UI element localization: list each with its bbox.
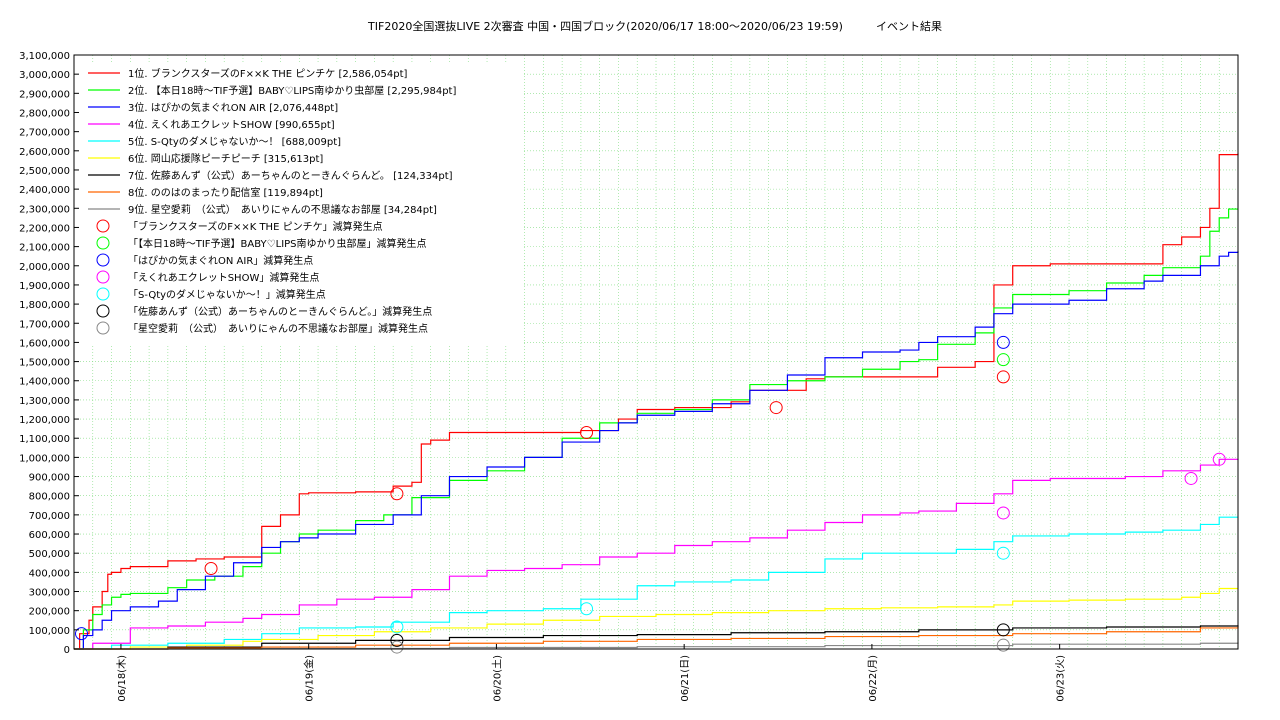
y-tick-label: 2,200,000 bbox=[19, 223, 70, 234]
legend-entry: 8位. ののはのまったり配信室 [119,894pt] bbox=[128, 186, 323, 199]
legend-entry: 3位. はぴかの気まぐれON AIR [2,076,448pt] bbox=[128, 101, 338, 114]
y-tick-label: 1,900,000 bbox=[19, 281, 70, 292]
x-tick-label: 06/21(日) bbox=[680, 655, 691, 702]
x-tick-label: 06/19(金) bbox=[303, 655, 316, 702]
legend-swatch-marker bbox=[96, 219, 110, 233]
x-tick-label: 06/23(火) bbox=[1055, 655, 1067, 702]
y-tick-label: 1,100,000 bbox=[19, 434, 70, 445]
marker-point-5 bbox=[390, 620, 404, 634]
y-tick-label: 2,300,000 bbox=[19, 204, 70, 215]
marker-point-1 bbox=[580, 425, 594, 439]
marker-point-3 bbox=[996, 335, 1010, 349]
y-tick-label: 1,500,000 bbox=[19, 358, 70, 369]
y-tick-label: 900,000 bbox=[29, 473, 70, 484]
y-tick-label: 300,000 bbox=[29, 588, 70, 599]
y-tick-label: 800,000 bbox=[29, 492, 70, 503]
legend-entry: 「佐藤あんず（公式）あーちゃんのとーきんぐらんど。」減算発生点 bbox=[128, 305, 432, 318]
x-tick-label: 06/22(月) bbox=[867, 655, 879, 702]
marker-point-4 bbox=[1212, 452, 1226, 466]
legend-entry: 「星空愛莉 （公式） あいりにゃんの不思議なお部屋」減算発生点 bbox=[128, 322, 428, 335]
series-line-7 bbox=[74, 625, 1239, 650]
marker-point-1 bbox=[204, 562, 218, 576]
marker-point-4 bbox=[996, 506, 1010, 520]
legend-swatch-marker bbox=[96, 270, 110, 284]
marker-point-6 bbox=[996, 623, 1010, 637]
legend-entry: 6位. 岡山応援隊ピーチピーチ [315,613pt] bbox=[128, 152, 323, 165]
marker-point-6 bbox=[390, 633, 404, 647]
plot-frame bbox=[73, 54, 1239, 650]
legend-entry: 2位. 【本日18時～TIF予選】BABY♡LIPS南ゆかり虫部屋 [2,295… bbox=[128, 84, 456, 97]
y-tick-label: 1,400,000 bbox=[19, 377, 70, 388]
y-tick-label: 1,200,000 bbox=[19, 415, 70, 426]
y-tick-label: 1,700,000 bbox=[19, 319, 70, 330]
y-tick-label: 2,900,000 bbox=[19, 89, 70, 100]
marker-layer bbox=[75, 335, 1226, 654]
y-tick-label: 500,000 bbox=[29, 549, 70, 560]
series-line-6 bbox=[74, 587, 1238, 650]
legend-entry: 7位. 佐藤あんず（公式）あーちゃんのとーきんぐらんど。 [124,334pt] bbox=[128, 169, 453, 182]
y-tick-label: 2,100,000 bbox=[19, 243, 70, 254]
series-line-8 bbox=[74, 626, 1239, 650]
series-layer bbox=[74, 153, 1239, 650]
y-tick-label: 2,700,000 bbox=[19, 128, 70, 139]
marker-point-2 bbox=[996, 353, 1010, 367]
marker-point-1 bbox=[996, 370, 1010, 384]
x-tick-label: 06/18(木) bbox=[116, 655, 128, 702]
legend-swatch-marker bbox=[96, 287, 110, 301]
axes: 0 100,000 200,000 300,000 400,000 500,000 600,… bbox=[19, 51, 1239, 702]
legend-entry: 5位. S-Qtyのダメじゃないか～！ [688,009pt] bbox=[128, 135, 341, 148]
chart-title: TIF2020全国選抜LIVE 2次審査 中国・四国ブロック(2020/06/1… bbox=[367, 19, 942, 33]
y-tick-label: 200,000 bbox=[29, 607, 70, 618]
series-line-9 bbox=[74, 642, 1239, 650]
series-line-4 bbox=[74, 458, 1239, 650]
y-tick-label: 1,300,000 bbox=[19, 396, 70, 407]
y-tick-label: 3,000,000 bbox=[19, 70, 70, 81]
y-tick-label: 3,100,000 bbox=[19, 51, 70, 62]
marker-point-4 bbox=[1184, 471, 1198, 485]
legend-swatch-marker bbox=[96, 321, 110, 335]
y-tick-label: 600,000 bbox=[29, 530, 70, 541]
y-tick-label: 2,800,000 bbox=[19, 108, 70, 119]
legend-swatch-marker bbox=[96, 236, 110, 250]
marker-point-7 bbox=[390, 640, 404, 654]
legend-entry: 「はぴかの気まぐれON AIR」減算発生点 bbox=[128, 254, 313, 267]
x-tick-label: 06/20(土) bbox=[490, 655, 503, 702]
marker-point-1 bbox=[769, 401, 783, 415]
y-tick-label: 400,000 bbox=[29, 568, 70, 579]
series-line-1 bbox=[74, 153, 1239, 650]
legend-swatch-marker bbox=[96, 253, 110, 267]
legend: 1位. ブランクスターズのF××K THE ピンチケ [2,586,054pt]… bbox=[88, 67, 456, 335]
legend-entry: 「S-Qtyのダメじゃないか～！」減算発生点 bbox=[128, 288, 326, 301]
legend-entry: 「ブランクスターズのF××K THE ピンチケ」減算発生点 bbox=[128, 220, 383, 233]
y-tick-label: 0 bbox=[64, 645, 70, 656]
y-tick-label: 2,500,000 bbox=[19, 166, 70, 177]
legend-swatch-marker bbox=[96, 304, 110, 318]
legend-background bbox=[77, 64, 524, 344]
legend-entry: 「【本日18時～TIF予選】BABY♡LIPS南ゆかり虫部屋」減算発生点 bbox=[128, 237, 427, 250]
y-tick-label: 2,400,000 bbox=[19, 185, 70, 196]
y-tick-label: 1,800,000 bbox=[19, 300, 70, 311]
legend-entry: 「えくれあエクレットSHOW」減算発生点 bbox=[128, 271, 319, 284]
y-tick-label: 2,000,000 bbox=[19, 262, 70, 273]
series-line-5 bbox=[74, 516, 1238, 650]
y-tick-label: 700,000 bbox=[29, 511, 70, 522]
legend-entry: 9位. 星空愛莉 （公式） あいりにゃんの不思議なお部屋 [34,284pt] bbox=[128, 203, 437, 216]
marker-point-5 bbox=[580, 602, 594, 616]
y-tick-label: 2,600,000 bbox=[19, 147, 70, 158]
y-tick-label: 1,000,000 bbox=[19, 453, 70, 464]
y-tick-label: 1,600,000 bbox=[19, 338, 70, 349]
y-tick-label: 100,000 bbox=[29, 626, 70, 637]
legend-entry: 1位. ブランクスターズのF××K THE ピンチケ [2,586,054pt] bbox=[128, 67, 408, 80]
marker-point-1 bbox=[390, 487, 404, 501]
series-line-3 bbox=[74, 251, 1239, 650]
legend-entry: 4位. えくれあエクレットSHOW [990,655pt] bbox=[128, 118, 335, 131]
marker-point-5 bbox=[996, 546, 1010, 560]
marker-point-7 bbox=[996, 638, 1010, 652]
marker-point-3 bbox=[75, 627, 89, 641]
